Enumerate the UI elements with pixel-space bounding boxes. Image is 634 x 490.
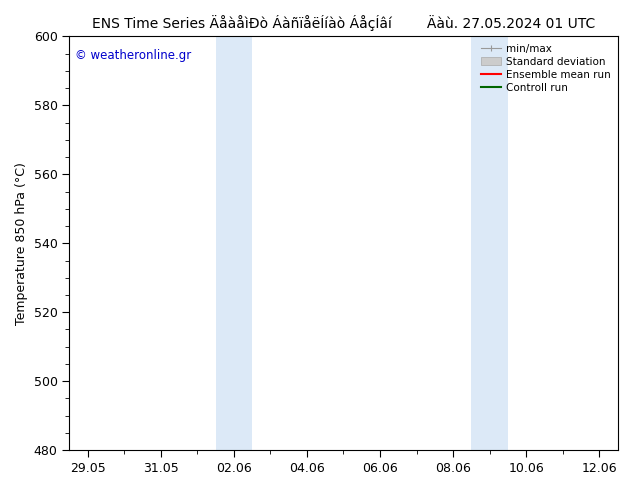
Bar	[489, 36, 508, 450]
Y-axis label: Temperature 850 hPa (°C): Temperature 850 hPa (°C)	[15, 162, 28, 325]
Bar	[471, 36, 489, 450]
Legend: min/max, Standard deviation, Ensemble mean run, Controll run: min/max, Standard deviation, Ensemble me…	[479, 42, 612, 95]
Title: ENS Time Series ÄåàåìÐò ÁàñïåëÍíàò ÁåçÍâí        Äàù. 27.05.2024 01 UTC: ENS Time Series ÄåàåìÐò ÁàñïåëÍíàò ÁåçÍâ…	[92, 15, 595, 31]
Bar	[216, 36, 234, 450]
Bar	[234, 36, 252, 450]
Text: © weatheronline.gr: © weatheronline.gr	[75, 49, 191, 62]
